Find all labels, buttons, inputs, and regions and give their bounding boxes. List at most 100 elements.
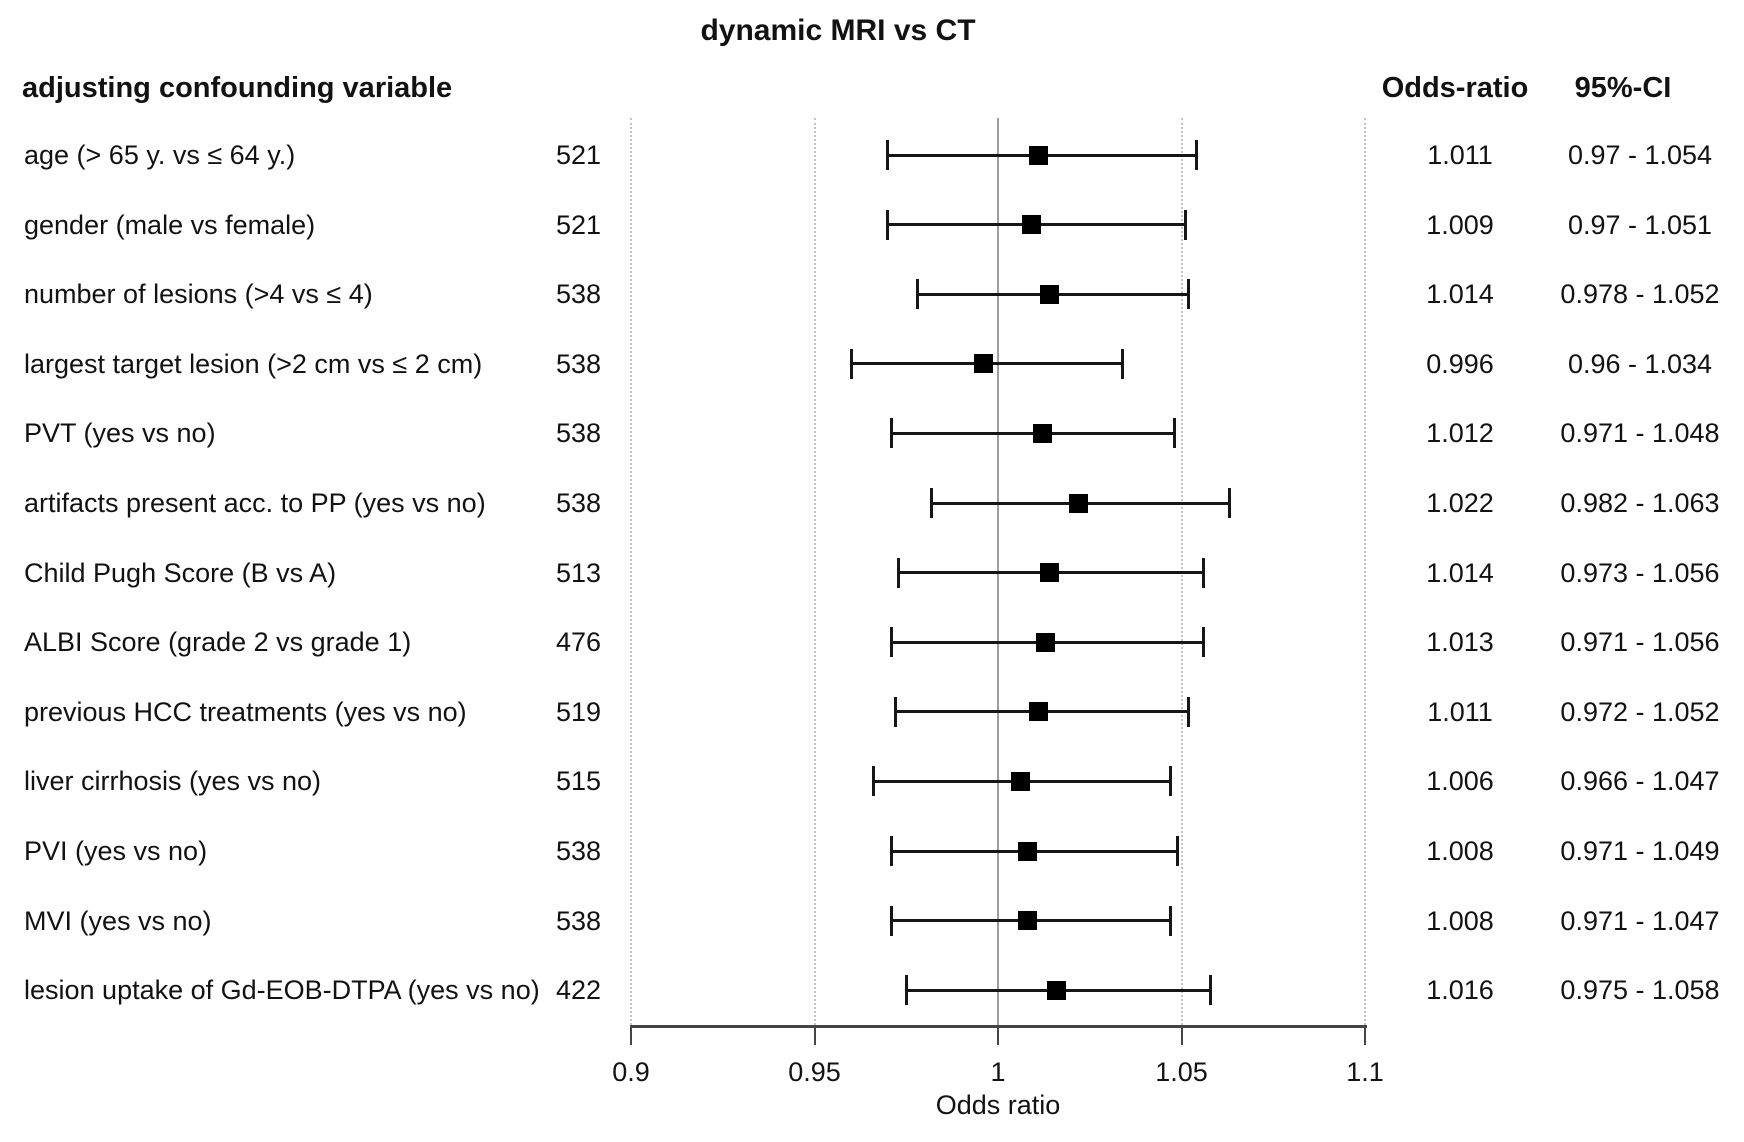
- ci-upper-cap: [1194, 140, 1198, 170]
- ci-lower-cap: [890, 836, 894, 866]
- column-header-odds-ratio: Odds-ratio: [1381, 72, 1529, 104]
- chart-title: dynamic MRI vs CT: [700, 14, 976, 47]
- x-axis-tick: [1364, 1025, 1366, 1045]
- ci-upper-cap: [1202, 557, 1206, 588]
- variable-label: MVI (yes vs no): [24, 905, 212, 936]
- variable-label: artifacts present acc. to PP (yes vs no): [24, 488, 486, 518]
- ci-value: 0.973 - 1.056: [1560, 557, 1720, 588]
- ci-upper-cap: [1121, 348, 1125, 379]
- point-estimate-square: [1010, 771, 1030, 791]
- sample-size: 519: [555, 696, 601, 727]
- x-axis-tick-label: 1.05: [1155, 1057, 1208, 1087]
- sample-size: 538: [555, 418, 601, 449]
- ci-upper-cap: [1176, 836, 1180, 866]
- sample-size: 515: [555, 766, 601, 797]
- ci-lower-cap: [849, 348, 853, 379]
- sample-size: 538: [555, 836, 601, 866]
- gridline: [630, 118, 632, 1025]
- point-estimate-square: [973, 354, 993, 374]
- ci-lower-cap: [886, 140, 890, 170]
- ci-lower-cap: [886, 209, 890, 240]
- point-estimate-square: [1032, 423, 1052, 443]
- x-axis-title: Odds ratio: [935, 1090, 1061, 1120]
- point-estimate-square: [1028, 145, 1048, 165]
- ci-upper-cap: [1172, 418, 1176, 449]
- variable-label: age (> 65 y. vs ≤ 64 y.): [24, 140, 296, 170]
- ci-value: 0.966 - 1.047: [1560, 766, 1720, 797]
- ci-value: 0.96 - 1.034: [1567, 348, 1713, 379]
- odds-ratio-value: 1.006: [1426, 766, 1494, 797]
- variable-label: number of lesions (>4 vs ≤ 4): [24, 279, 373, 310]
- odds-ratio-value: 1.016: [1426, 975, 1494, 1006]
- ci-upper-cap: [1168, 905, 1172, 936]
- ci-lower-cap: [890, 905, 894, 936]
- variable-label: PVI (yes vs no): [24, 836, 208, 866]
- x-axis-tick-label: 0.95: [788, 1057, 841, 1087]
- odds-ratio-value: 1.013: [1426, 627, 1494, 658]
- column-header-ci: 95%-CI: [1574, 72, 1672, 104]
- variable-label: gender (male vs female): [24, 209, 316, 240]
- variable-label: ALBI Score (grade 2 vs grade 1): [24, 627, 412, 658]
- ci-value: 0.971 - 1.049: [1560, 836, 1720, 866]
- ci-upper-cap: [1187, 696, 1191, 727]
- x-axis-tick: [997, 1025, 999, 1045]
- ci-value: 0.978 - 1.052: [1560, 279, 1720, 310]
- ci-value: 0.982 - 1.063: [1560, 488, 1720, 518]
- variable-label: lesion uptake of Gd-EOB-DTPA (yes vs no): [24, 975, 540, 1006]
- sample-size: 422: [555, 975, 601, 1006]
- x-axis-tick: [813, 1025, 816, 1045]
- ci-lower-cap: [904, 975, 908, 1006]
- ci-value: 0.97 - 1.054: [1567, 140, 1713, 170]
- point-estimate-square: [1017, 911, 1037, 931]
- odds-ratio-value: 1.014: [1426, 557, 1494, 588]
- ci-lower-cap: [930, 488, 934, 518]
- odds-ratio-value: 1.008: [1426, 905, 1494, 936]
- gridline: [813, 118, 816, 1025]
- ci-lower-cap: [871, 766, 875, 797]
- point-estimate-square: [1069, 493, 1089, 513]
- ci-upper-cap: [1202, 627, 1206, 658]
- point-estimate-square: [1047, 980, 1067, 1000]
- odds-ratio-value: 1.011: [1427, 140, 1493, 170]
- sample-size: 538: [555, 348, 601, 379]
- ci-value: 0.971 - 1.048: [1560, 418, 1720, 449]
- point-estimate-square: [1028, 702, 1048, 722]
- variable-label: largest target lesion (>2 cm vs ≤ 2 cm): [24, 348, 483, 379]
- point-estimate-square: [1039, 563, 1059, 583]
- ci-upper-cap: [1168, 766, 1172, 797]
- ci-upper-cap: [1183, 209, 1187, 240]
- ci-lower-cap: [897, 557, 901, 588]
- sample-size: 538: [555, 279, 601, 310]
- point-estimate-square: [1017, 841, 1037, 861]
- point-estimate-square: [1039, 284, 1059, 304]
- odds-ratio-value: 1.014: [1426, 279, 1494, 310]
- ci-upper-cap: [1227, 488, 1231, 518]
- sample-size: 521: [555, 140, 601, 170]
- odds-ratio-value: 1.008: [1426, 836, 1494, 866]
- x-axis-tick: [1180, 1025, 1183, 1045]
- odds-ratio-value: 1.011: [1427, 696, 1493, 727]
- column-header-variable: adjusting confounding variable: [22, 72, 453, 104]
- variable-label: previous HCC treatments (yes vs no): [24, 696, 467, 727]
- ci-lower-cap: [890, 627, 894, 658]
- sample-size: 538: [555, 488, 601, 518]
- variable-label: PVT (yes vs no): [24, 418, 216, 449]
- variable-label: Child Pugh Score (B vs A): [24, 557, 337, 588]
- ci-upper-cap: [1187, 279, 1191, 310]
- odds-ratio-value: 1.009: [1426, 209, 1494, 240]
- point-estimate-square: [1036, 632, 1056, 652]
- ci-lower-cap: [893, 696, 897, 727]
- gridline: [1364, 118, 1366, 1025]
- ci-value: 0.975 - 1.058: [1560, 975, 1720, 1006]
- sample-size: 476: [555, 627, 601, 658]
- sample-size: 513: [555, 557, 601, 588]
- x-axis-tick-label: 1.1: [1346, 1057, 1384, 1087]
- sample-size: 521: [555, 209, 601, 240]
- x-axis-tick: [630, 1025, 632, 1045]
- odds-ratio-value: 1.012: [1426, 418, 1494, 449]
- ci-value: 0.971 - 1.047: [1560, 905, 1720, 936]
- ci-lower-cap: [915, 279, 919, 310]
- point-estimate-square: [1021, 215, 1041, 235]
- x-axis-tick-label: 1: [990, 1057, 1006, 1087]
